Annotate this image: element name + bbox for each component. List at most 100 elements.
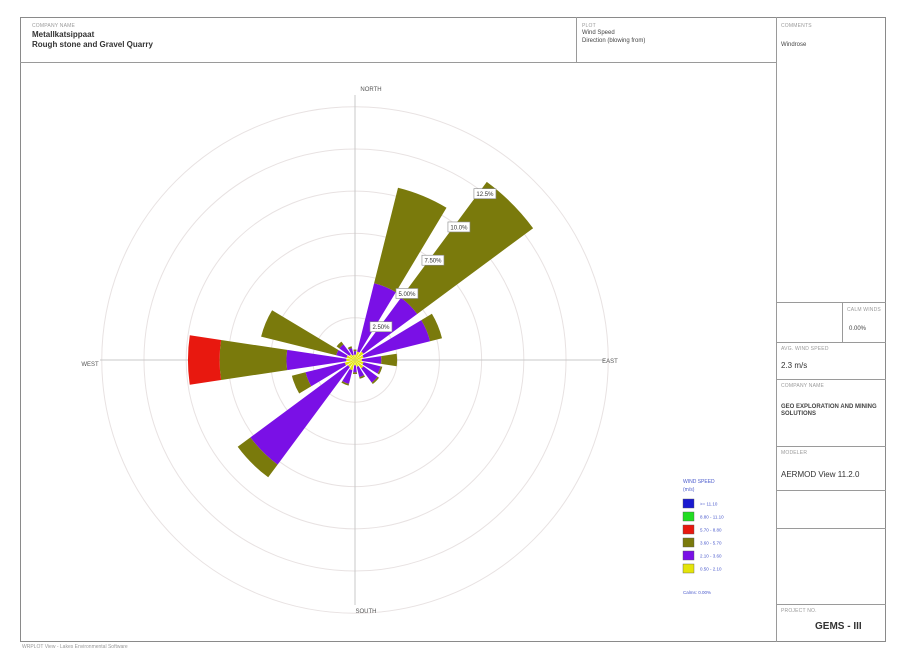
- petal-225-band-0: [347, 360, 355, 368]
- sidebar-line-3: [776, 379, 886, 380]
- legend-label-5: 2.10 - 3.60: [700, 554, 722, 559]
- petal-247.5-band-1: [305, 362, 346, 387]
- direction-label-east: EAST: [602, 359, 618, 365]
- petal-22.5-band-0: [355, 351, 360, 360]
- petal-292.5-band-0: [346, 355, 355, 360]
- sidebar-company-value: GEO EXPLORATION AND MINING SOLUTIONS: [781, 404, 877, 417]
- petal-0-band-2: [353, 349, 357, 352]
- petal-270-band-3: [187, 335, 222, 385]
- comments-caption: COMMENTS: [781, 23, 812, 29]
- petal-90-band-0: [355, 359, 363, 361]
- petal-0-band-0: [354, 354, 356, 360]
- petal-22.5-band-2: [374, 187, 447, 293]
- ring-label-2: 5.00%: [398, 292, 416, 298]
- petal-112.5-band-0: [355, 360, 364, 365]
- petal-45-band-0: [355, 351, 364, 360]
- calms-value: 0.00%: [849, 326, 867, 332]
- petal-157.5-band-2: [359, 375, 365, 379]
- petal-315-band-1: [339, 344, 351, 356]
- petals-group: [187, 181, 534, 478]
- calms-caption: CALM WINDS: [847, 307, 881, 313]
- petal-270-band-0: [346, 358, 355, 362]
- direction-label-west: WEST: [81, 362, 99, 368]
- legend-swatch-2: [682, 511, 695, 522]
- legend-swatch-6: [682, 563, 695, 574]
- sidebar-line-7: [776, 604, 886, 605]
- petal-270-band-2: [219, 340, 288, 380]
- petal-292.5-band-2: [261, 310, 339, 356]
- ring-label-box-5: [473, 188, 497, 200]
- petal-157.5-band-0: [355, 360, 359, 367]
- ring-label-box-1: [369, 321, 393, 333]
- legend-swatch-3: [682, 524, 695, 535]
- legend-label-1: >= 11.10: [700, 502, 718, 507]
- petal-135-band-1: [361, 366, 378, 383]
- petal-180-band-0: [354, 360, 356, 366]
- legend-label-3: 5.70 - 8.80: [700, 528, 722, 533]
- legend-label-6: 0.50 - 2.10: [700, 567, 722, 572]
- avg-speed-caption: AVG. WIND SPEED: [781, 346, 829, 352]
- sidebar-line-4: [776, 446, 886, 447]
- ring-label-box-4: [447, 221, 471, 233]
- petal-112.5-band-1: [362, 362, 381, 374]
- header-divider: [576, 17, 577, 63]
- legend: WIND SPEED (m/s) >= 11.10 8.80 - 11.10 5.7…: [682, 479, 724, 595]
- modeler-value: AERMOD View 11.2.0: [781, 470, 860, 479]
- legend-note: Calms: 0.00%: [683, 590, 711, 595]
- petal-135-band-2: [371, 376, 379, 384]
- sidebar-line-6: [776, 528, 886, 529]
- petal-315-band-2: [336, 341, 344, 349]
- petal-337.5-band-1: [348, 348, 354, 356]
- sidebar-line-5: [776, 490, 886, 491]
- header-bottom-line: [20, 62, 776, 63]
- modeler-caption: MODELER: [781, 450, 808, 456]
- footer-text: WRPLOT View - Lakes Environmental Softwa…: [22, 644, 128, 650]
- petal-292.5-band-1: [336, 350, 348, 358]
- ring-label-box-3: [421, 254, 445, 266]
- legend-swatch-1: [682, 498, 695, 509]
- petal-135-band-0: [355, 360, 364, 369]
- sidebar-calm-divider: [842, 302, 843, 342]
- petal-22.5-band-1: [357, 283, 396, 353]
- petal-225-band-1: [250, 365, 350, 465]
- header-company-line1: Metallkatsippaat: [32, 30, 95, 39]
- petal-202.5-band-0: [349, 360, 355, 371]
- ring-labels-group: 2.50% 5.00% 7.50% 10.0% 12.5%: [369, 188, 497, 333]
- petal-337.5-band-0: [352, 354, 355, 360]
- legend-swatch-4: [682, 537, 695, 548]
- sidebar-company-caption: COMPANY NAME: [781, 383, 825, 389]
- comments-value: Windrose: [781, 42, 807, 48]
- petal-270-band-1: [286, 349, 347, 371]
- petal-112.5-band-2: [377, 366, 383, 375]
- petal-67.5-band-2: [421, 313, 442, 342]
- petal-157.5-band-1: [356, 366, 365, 378]
- header-company-line2: Rough stone and Gravel Quarry: [32, 40, 153, 49]
- legend-items: >= 11.10 8.80 - 11.10 5.70 - 8.80 3.60 - 5.…: [682, 498, 724, 574]
- legend-label-2: 8.80 - 11.10: [700, 515, 724, 520]
- ring-label-3: 7.50%: [424, 259, 442, 265]
- petal-67.5-band-1: [362, 320, 431, 358]
- header-plot-caption: PLOT: [582, 23, 596, 29]
- direction-label-south: SOUTH: [356, 609, 377, 615]
- ring-label-1: 2.50%: [372, 325, 390, 331]
- ring-label-5: 12.5%: [476, 192, 494, 198]
- ring-label-box-2: [395, 288, 419, 299]
- petal-180-band-2: [352, 372, 358, 375]
- sidebar-divider: [776, 17, 777, 642]
- petal-67.5-band-0: [355, 355, 364, 360]
- avg-speed-value: 2.3 m/s: [781, 361, 808, 370]
- project-value: GEMS - III: [815, 621, 862, 632]
- petal-202.5-band-1: [342, 369, 353, 384]
- sidebar-line-2: [776, 342, 886, 343]
- header-plot-line2: Direction (blowing from): [582, 38, 646, 44]
- legend-unit: (m/s): [683, 487, 695, 493]
- petal-247.5-band-2: [291, 372, 312, 394]
- petal-315-band-0: [349, 354, 355, 360]
- header-plot-line1: Wind Speed: [582, 30, 615, 36]
- legend-label-4: 3.60 - 5.70: [700, 541, 722, 546]
- project-caption: PROJECT NO.: [781, 608, 817, 614]
- petal-90-band-1: [362, 356, 382, 364]
- plot-sheet: [20, 17, 886, 642]
- sidebar-line-1: [776, 302, 886, 303]
